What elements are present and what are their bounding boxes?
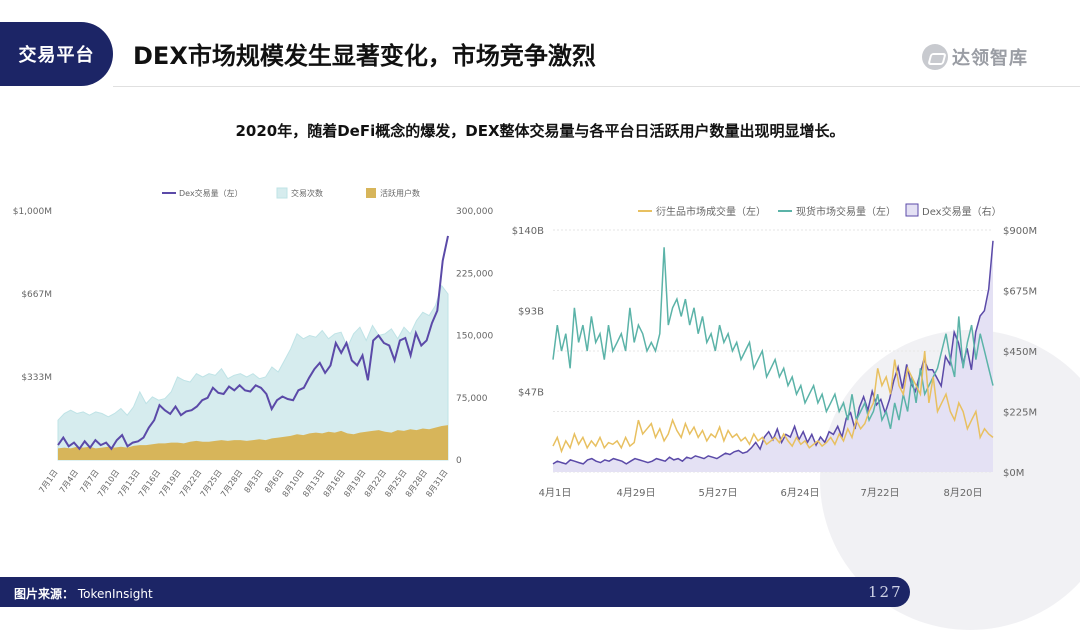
chart2-legend-label: 衍生品市场成交量（左） — [656, 205, 766, 218]
chart2-derivatives-line — [552, 350, 994, 454]
chart1-right-tick: 150,000 — [456, 332, 493, 342]
chart1-right-tick: 0 — [456, 456, 462, 466]
source-note: 图片来源： TokenInsight — [14, 585, 153, 602]
source-name: TokenInsight — [77, 587, 153, 601]
chart1-right-tick: 225,000 — [456, 269, 493, 279]
chart2-right-tick: $675M — [1003, 287, 1037, 298]
chart1-right-tick: 300,000 — [456, 207, 493, 217]
chart1-legend-label: Dex交易量（左） — [179, 188, 243, 198]
source-label: 图片来源： — [14, 587, 75, 601]
subtitle: 2020年，随着DeFi概念的爆发，DEX整体交易量与各平台日活跃用户数量出现明… — [235, 122, 845, 140]
chart1-volume-line — [57, 235, 449, 451]
chart2-x-tick: 7月22日 — [860, 487, 899, 499]
chart2-legend-label: Dex交易量（右） — [922, 205, 1002, 218]
chart1-legend-swatch — [276, 187, 288, 199]
chart2-right-tick: $225M — [1003, 408, 1037, 419]
header-divider — [113, 86, 1080, 87]
chart2-legend-label: 现货市场交易量（左） — [796, 205, 896, 218]
chart2-legend-swatch — [905, 203, 919, 217]
chart1-legend-swatch — [366, 188, 376, 198]
chart1-users-area — [58, 425, 448, 460]
chart1-x-tick: 8月3日 — [243, 468, 265, 495]
chart1-left-tick: $667M — [21, 290, 52, 300]
chart2-spot-line — [552, 247, 994, 429]
chart1-x-tick: 7月1日 — [37, 468, 59, 495]
chart2-right-tick: $0M — [1003, 468, 1024, 479]
chart1-x-tick: 7月4日 — [58, 468, 80, 495]
chart2-right-tick: $450M — [1003, 347, 1037, 358]
footer-bar: 图片来源： TokenInsight 127 — [0, 577, 910, 607]
chart2-x-tick: 8月20日 — [943, 487, 982, 499]
chart1-legend-label: 活跃用户数 — [380, 188, 420, 198]
chart1-left-tick: $333M — [21, 373, 52, 383]
chart2-right-tick: $900M — [1003, 226, 1037, 237]
charts-canvas: $1,000M $667M $333M 300,000 225,000 150,000 75… — [13, 187, 1037, 499]
chart2-left-tick: $140B — [512, 226, 544, 237]
chart2-x-tick: 4月29日 — [616, 487, 655, 499]
chart2-dex-area — [553, 240, 993, 472]
logo-text: 达领智库 — [952, 48, 1028, 69]
chart2-x-tick: 4月1日 — [539, 487, 572, 499]
chart1-right-tick: 75,000 — [456, 394, 488, 404]
chart2-left-tick: $47B — [518, 387, 544, 398]
section-tag: 交易平台 — [0, 22, 113, 86]
logo-icon — [922, 44, 948, 70]
chart2-left-tick: $93B — [518, 307, 544, 318]
chart2-x-tick: 5月27日 — [698, 487, 737, 499]
chart1-legend-label: 交易次数 — [291, 188, 323, 198]
logo: 达领智库 — [922, 44, 1028, 70]
page-title: DEX市场规模发生显著变化，市场竞争激烈 — [133, 42, 596, 70]
page-number: 127 — [868, 583, 903, 601]
chart1-left-tick: $1,000M — [13, 207, 52, 217]
chart2-x-tick: 6月24日 — [780, 487, 819, 499]
